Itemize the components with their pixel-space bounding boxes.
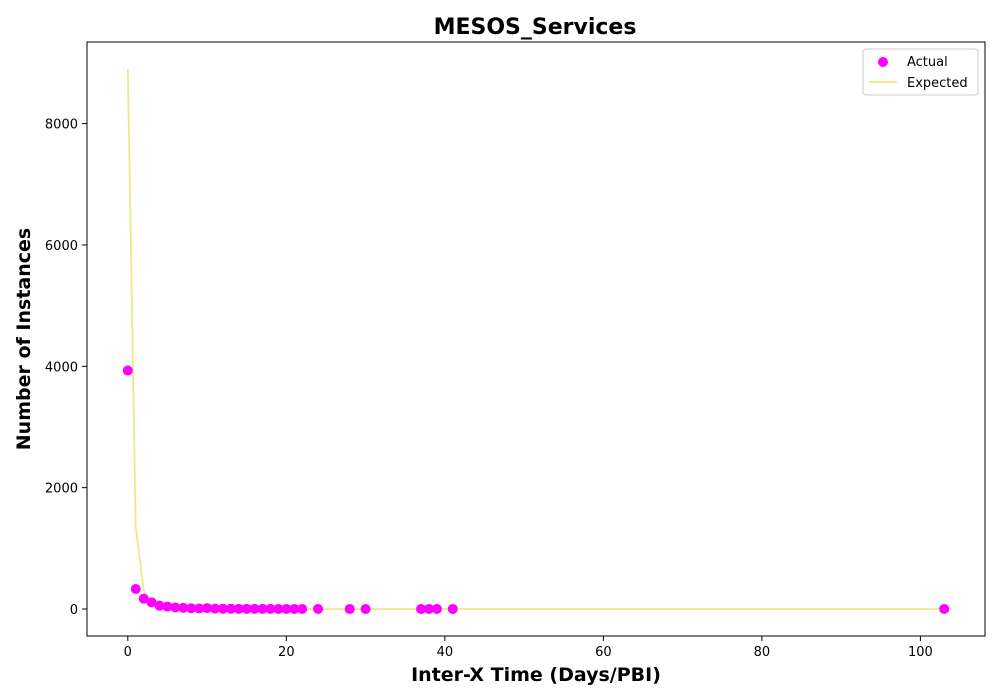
actual-point <box>217 603 228 614</box>
legend-actual-marker <box>878 57 888 67</box>
actual-point <box>431 603 442 614</box>
x-tick-label: 40 <box>437 645 454 660</box>
actual-point <box>154 600 165 611</box>
plot-frame <box>86 41 986 637</box>
actual-point <box>241 603 252 614</box>
x-axis: 0 20 40 60 80 100 <box>124 636 933 660</box>
actual-point <box>313 603 324 614</box>
legend-expected-label: Expected <box>907 76 968 91</box>
actual-point <box>146 597 157 608</box>
actual-point <box>939 603 950 614</box>
x-tick-label: 100 <box>908 645 933 660</box>
actual-point <box>194 603 205 614</box>
actual-point <box>225 603 236 614</box>
actual-point <box>273 603 284 614</box>
x-axis-label: Inter-X Time (Days/PBI) <box>411 664 661 686</box>
y-tick-label: 2000 <box>45 482 78 497</box>
legend-box <box>862 48 979 96</box>
actual-point <box>265 603 276 614</box>
actual-point <box>202 603 213 614</box>
actual-point <box>344 603 355 614</box>
actual-point <box>424 603 435 614</box>
x-tick-label: 80 <box>754 645 771 660</box>
actual-point <box>233 603 244 614</box>
y-axis-label: Number of Instances <box>13 228 35 450</box>
actual-point <box>257 603 268 614</box>
actual-point <box>447 603 458 614</box>
actual-point <box>249 603 260 614</box>
x-tick-label: 60 <box>595 645 612 660</box>
y-tick-label: 8000 <box>45 118 78 133</box>
actual-point <box>178 602 189 613</box>
actual-point <box>186 603 197 614</box>
actual-point <box>416 603 427 614</box>
actual-point <box>162 601 173 612</box>
actual-point <box>360 603 371 614</box>
actual-point <box>297 603 308 614</box>
y-tick-label: 0 <box>70 603 78 618</box>
plot-area <box>122 68 953 614</box>
actual-point <box>170 602 181 613</box>
legend: Actual Expected <box>862 48 979 96</box>
actual-point <box>122 365 133 376</box>
actual-point <box>210 603 221 614</box>
x-tick-label: 20 <box>278 645 295 660</box>
chart-title: MESOS_Services <box>434 15 637 40</box>
y-axis: 0 2000 4000 6000 8000 <box>45 118 87 618</box>
y-tick-label: 4000 <box>45 360 78 375</box>
actual-point <box>138 593 149 604</box>
actual-point <box>281 603 292 614</box>
legend-actual-label: Actual <box>907 55 948 70</box>
x-tick-label: 0 <box>124 645 132 660</box>
y-tick-label: 6000 <box>45 239 78 254</box>
expected-line <box>126 68 953 610</box>
actual-point <box>289 603 300 614</box>
actual-point <box>130 583 141 594</box>
